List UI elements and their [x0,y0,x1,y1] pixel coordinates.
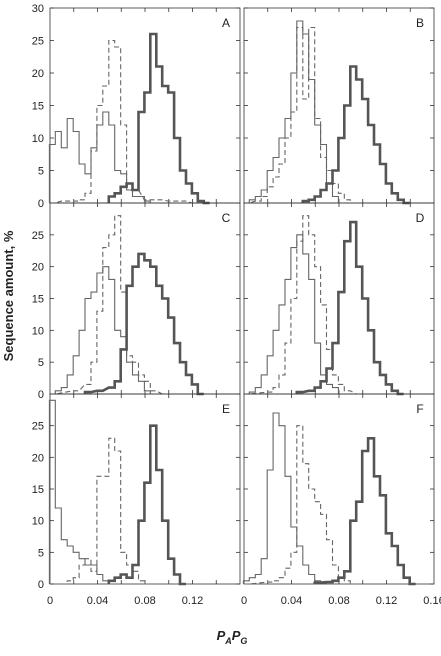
y-axis-title: Sequence amount, % [1,230,16,361]
panel-B: B [243,7,435,205]
y-tick-label: 5 [38,547,44,559]
series-dashed-F [243,425,357,585]
panel-label: A [222,16,230,30]
series-thick-F [313,437,416,586]
series-dashed-B [243,26,357,204]
panel-C: C 0 5 10 15 20 25 [32,202,241,401]
y-tick-label: 15 [32,101,44,113]
series-thin-C [54,266,157,395]
panel-frame [243,393,435,585]
y-tick-label: 0 [38,389,44,401]
panel-E: E 0 5 10 15 20 25 0 0.04 0.08 0.12 [32,393,241,607]
panel-label: F [416,402,423,416]
series-dashed-E [61,437,151,585]
y-tick-label: 20 [32,452,44,464]
x-tick-label: 0.08 [134,595,155,607]
x-tick-label: 0.12 [376,595,397,607]
panel-frame [243,7,435,204]
x-tick-label: 0.04 [281,595,302,607]
x-tick-label: 0 [47,595,53,607]
panel-label: E [222,402,230,416]
x-tick-label: 0.12 [182,595,203,607]
x-tick-label: 0 [241,595,247,607]
series-thick-C [83,252,204,396]
y-tick-label: 20 [32,68,44,80]
x-axis-title-p2: P [232,628,241,643]
series-thin-B [248,20,345,204]
x-axis-title-sub1: A [224,636,232,646]
y-tick-label: 25 [32,421,44,433]
y-tick-label: 0 [38,198,44,210]
panel-label: D [416,211,425,225]
y-tick-label: 5 [38,357,44,369]
y-tick-label: 10 [32,133,44,145]
x-tick-label: 0.16 [423,595,441,607]
y-tick-label: 10 [32,516,44,528]
series-thin-E [48,399,115,585]
y-tick-label: 15 [32,294,44,306]
y-tick-label: 30 [32,3,44,15]
x-axis-title-sub2: G [240,636,247,646]
x-axis-title-p1: P [217,628,226,643]
x-tick-label: 0.08 [328,595,349,607]
y-tick-label: 25 [32,36,44,48]
panel-D: D [243,202,435,396]
panel-label: C [222,211,231,225]
series-dashed-A [49,39,198,204]
y-tick-label: 20 [32,262,44,274]
y-tick-label: 0 [38,579,44,591]
x-axis-title: PAPG [217,628,248,646]
series-thick-A [107,32,210,205]
y-tick-label: 10 [32,325,44,337]
y-tick-label: 15 [32,484,44,496]
panel-F: F 0.04 0.08 0.12 0.16 0 [241,393,441,607]
series-thick-B [301,65,410,205]
series-dashed-C [49,215,169,395]
panel-frame [49,202,241,395]
series-thick-E [107,424,186,586]
panel-A: A 0 5 10 15 20 25 30 [32,3,241,210]
panels-layer: A 0 5 10 15 20 25 30 B C 0 5 10 15 20 25 D E 0 5 10 15 20 25 0 0.… [32,3,441,607]
series-thick-D [295,220,404,396]
series-thin-F [242,412,333,585]
y-tick-label: 25 [32,230,44,242]
series-dashed-D [243,215,363,395]
x-tick-label: 0.04 [87,595,108,607]
y-tick-label: 5 [38,166,44,178]
panel-label: B [416,16,424,30]
